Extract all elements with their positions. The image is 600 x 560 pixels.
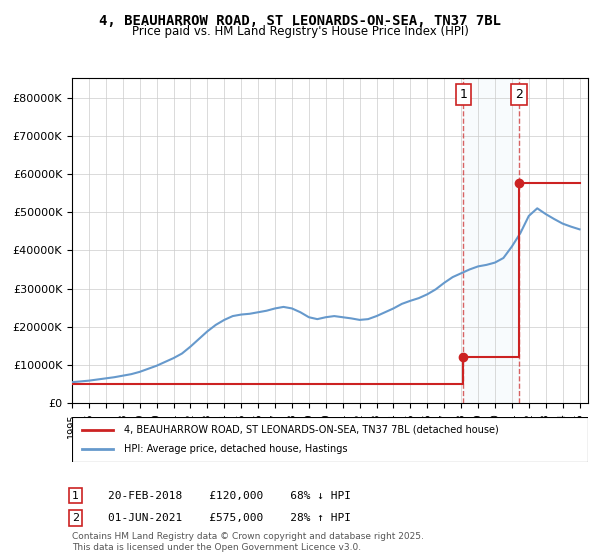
Text: Price paid vs. HM Land Registry's House Price Index (HPI): Price paid vs. HM Land Registry's House … [131, 25, 469, 38]
Text: 01-JUN-2021    £575,000    28% ↑ HPI: 01-JUN-2021 £575,000 28% ↑ HPI [108, 513, 351, 523]
Text: 1: 1 [460, 88, 467, 101]
Bar [463, 78, 519, 403]
FancyBboxPatch shape [72, 417, 588, 462]
Text: 2: 2 [72, 513, 79, 523]
Text: 4, BEAUHARROW ROAD, ST LEONARDS-ON-SEA, TN37 7BL (detached house): 4, BEAUHARROW ROAD, ST LEONARDS-ON-SEA, … [124, 424, 499, 435]
Text: 1: 1 [72, 491, 79, 501]
Text: Contains HM Land Registry data © Crown copyright and database right 2025.
This d: Contains HM Land Registry data © Crown c… [72, 532, 424, 552]
Text: HPI: Average price, detached house, Hastings: HPI: Average price, detached house, Hast… [124, 445, 347, 455]
Text: 4, BEAUHARROW ROAD, ST LEONARDS-ON-SEA, TN37 7BL: 4, BEAUHARROW ROAD, ST LEONARDS-ON-SEA, … [99, 14, 501, 28]
Text: 2: 2 [515, 88, 523, 101]
Text: 20-FEB-2018    £120,000    68% ↓ HPI: 20-FEB-2018 £120,000 68% ↓ HPI [108, 491, 351, 501]
